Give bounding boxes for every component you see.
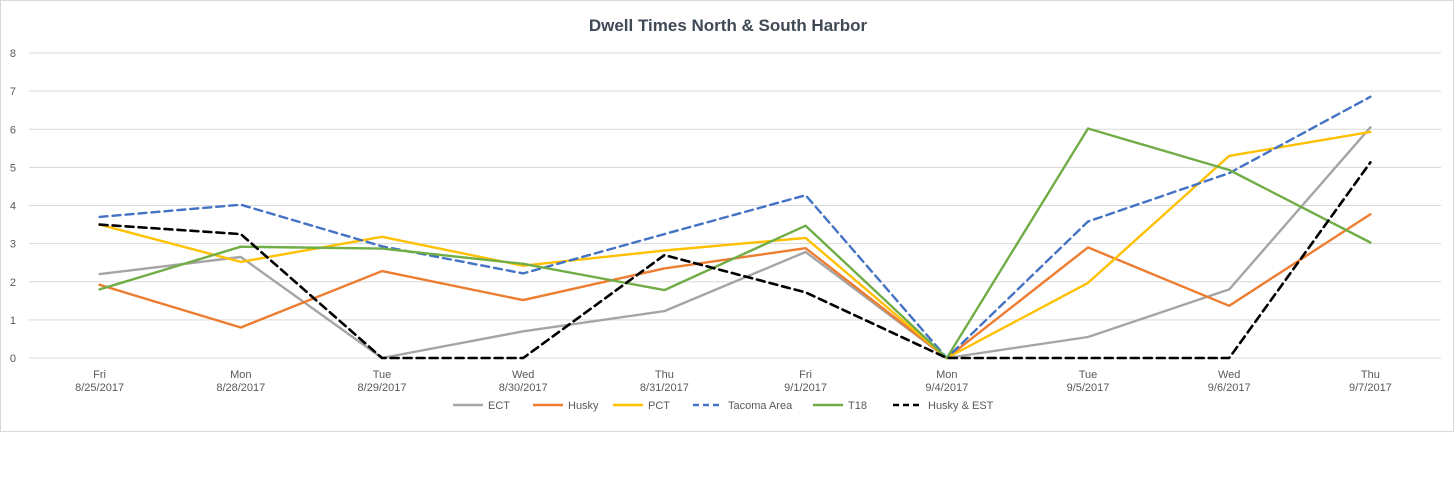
x-tick-date: 9/7/2017 <box>1349 382 1392 394</box>
y-tick-label: 2 <box>10 277 16 289</box>
legend-label: PCT <box>648 400 670 412</box>
x-tick-label: Mon 9/4/2017 <box>925 369 968 394</box>
x-tick-label: Thu 9/7/2017 <box>1349 369 1392 394</box>
legend-entry: Husky & EST <box>893 400 994 412</box>
legend-label: Husky & EST <box>928 400 994 412</box>
chart-title: Dwell Times North & South Harbor <box>589 16 868 35</box>
x-tick-label: Wed 8/30/2017 <box>499 369 548 394</box>
x-tick-date: 9/6/2017 <box>1208 382 1251 394</box>
y-tick-label: 1 <box>10 315 16 327</box>
legend: ECT Husky PCT Tacoma Area T18 Husky & EST <box>453 400 994 412</box>
legend-entry: ECT <box>453 400 510 412</box>
legend-label: Husky <box>568 400 599 412</box>
x-tick-date: 8/31/2017 <box>640 382 689 394</box>
y-tick-label: 6 <box>10 124 16 136</box>
x-tick-label: Wed 9/6/2017 <box>1208 369 1251 394</box>
y-tick-label: 0 <box>10 353 16 365</box>
x-tick-day: Tue <box>1079 369 1098 381</box>
y-axis-tick-labels: 0 1 2 3 4 5 6 7 8 <box>10 48 16 365</box>
x-tick-date: 9/4/2017 <box>925 382 968 394</box>
x-tick-date: 8/30/2017 <box>499 382 548 394</box>
x-tick-label: Fri 8/25/2017 <box>75 369 124 394</box>
y-tick-label: 7 <box>10 86 16 98</box>
legend-entry: PCT <box>613 400 670 412</box>
x-tick-day: Wed <box>1218 369 1240 381</box>
x-tick-date: 9/1/2017 <box>784 382 827 394</box>
series-line-tacoma-area <box>98 95 1372 360</box>
series-line-ect <box>98 126 1372 360</box>
x-tick-label: Mon 8/28/2017 <box>216 369 265 394</box>
y-tick-label: 3 <box>10 239 16 251</box>
chart-frame: Dwell Times North & South Harbor 0 1 2 3 4 5 6… <box>0 0 1454 432</box>
x-tick-day: Mon <box>936 369 957 381</box>
series-line-t18 <box>98 127 1372 360</box>
x-tick-label: Thu 8/31/2017 <box>640 369 689 394</box>
series-line-husky <box>98 213 1372 360</box>
legend-label: Tacoma Area <box>728 400 793 412</box>
x-tick-date: 8/25/2017 <box>75 382 124 394</box>
x-tick-date: 9/5/2017 <box>1067 382 1110 394</box>
x-tick-day: Fri <box>799 369 812 381</box>
x-tick-day: Thu <box>655 369 674 381</box>
legend-entry: Tacoma Area <box>693 400 793 412</box>
legend-label: T18 <box>848 400 867 412</box>
x-tick-label: Tue 8/29/2017 <box>358 369 407 394</box>
y-tick-label: 8 <box>10 48 16 60</box>
x-tick-day: Fri <box>93 369 106 381</box>
x-tick-label: Fri 9/1/2017 <box>784 369 827 394</box>
x-tick-label: Tue 9/5/2017 <box>1067 369 1110 394</box>
series-line-husky-est <box>98 161 1372 360</box>
y-tick-label: 4 <box>10 201 16 213</box>
legend-entry: T18 <box>813 400 867 412</box>
y-tick-label: 5 <box>10 162 16 174</box>
x-tick-date: 8/29/2017 <box>358 382 407 394</box>
x-tick-date: 8/28/2017 <box>216 382 265 394</box>
gridlines <box>29 52 1441 359</box>
x-tick-day: Mon <box>230 369 251 381</box>
legend-label: ECT <box>488 400 510 412</box>
x-tick-day: Wed <box>512 369 534 381</box>
x-tick-day: Tue <box>373 369 392 381</box>
x-tick-day: Thu <box>1361 369 1380 381</box>
legend-entry: Husky <box>533 400 599 412</box>
series-line-pct <box>98 130 1372 360</box>
line-chart: Dwell Times North & South Harbor 0 1 2 3 4 5 6… <box>10 16 1441 412</box>
series-lines <box>98 95 1372 360</box>
